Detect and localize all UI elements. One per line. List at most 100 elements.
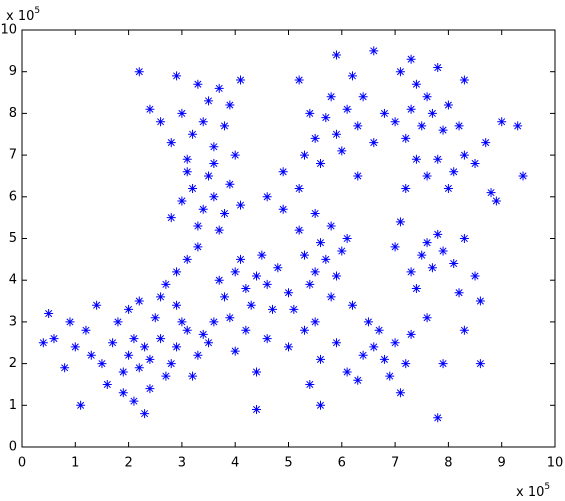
y-tick-label: 2: [9, 356, 17, 371]
point: [204, 338, 214, 348]
point: [331, 271, 341, 281]
point: [214, 225, 224, 235]
point: [97, 359, 107, 369]
point: [443, 100, 453, 110]
point: [321, 254, 331, 264]
point: [454, 288, 464, 298]
point: [433, 154, 443, 164]
x-tick-label: 5: [284, 456, 292, 471]
point: [129, 396, 139, 406]
point: [182, 154, 192, 164]
point: [193, 242, 203, 252]
point: [86, 350, 96, 360]
point: [145, 104, 155, 114]
point: [411, 79, 421, 89]
point: [406, 104, 416, 114]
point: [230, 267, 240, 277]
point: [209, 192, 219, 202]
point: [459, 325, 469, 335]
point: [209, 158, 219, 168]
point: [433, 229, 443, 239]
x-tick-label: 8: [444, 456, 452, 471]
point: [236, 200, 246, 210]
point: [220, 292, 230, 302]
point: [262, 279, 272, 289]
point: [347, 71, 357, 81]
point: [347, 300, 357, 310]
point: [156, 334, 166, 344]
point: [225, 179, 235, 189]
point: [326, 92, 336, 102]
point: [252, 367, 262, 377]
point: [401, 359, 411, 369]
point: [427, 263, 437, 273]
point: [257, 250, 267, 260]
point: [81, 325, 91, 335]
point: [193, 79, 203, 89]
point: [406, 54, 416, 64]
point: [342, 367, 352, 377]
point: [268, 304, 278, 314]
point: [70, 342, 80, 352]
point: [374, 325, 384, 335]
point: [294, 183, 304, 193]
point: [470, 158, 480, 168]
point: [193, 221, 203, 231]
point: [166, 359, 176, 369]
point: [294, 75, 304, 85]
x-tick-label: 2: [124, 456, 132, 471]
point: [172, 300, 182, 310]
point: [198, 329, 208, 339]
point: [443, 183, 453, 193]
y-tick-label: 10: [0, 23, 17, 38]
point: [299, 150, 309, 160]
x-multiplier: x 105: [516, 482, 550, 500]
x-multiplier-exponent: 5: [544, 482, 550, 492]
point: [475, 359, 485, 369]
y-tick-label: 8: [9, 106, 17, 121]
x-tick-label: 4: [231, 456, 239, 471]
point: [225, 100, 235, 110]
point: [118, 388, 128, 398]
point: [395, 217, 405, 227]
point: [315, 400, 325, 410]
point: [177, 108, 187, 118]
point: [278, 204, 288, 214]
y-tick-label: 5: [9, 231, 17, 246]
point: [198, 117, 208, 127]
point: [315, 354, 325, 364]
point: [513, 121, 523, 131]
point: [49, 334, 59, 344]
point: [315, 158, 325, 168]
point: [204, 171, 214, 181]
point: [369, 138, 379, 148]
point: [220, 208, 230, 218]
point: [236, 75, 246, 85]
point: [326, 221, 336, 231]
y-tick-label: 6: [9, 189, 17, 204]
point: [305, 108, 315, 118]
point: [108, 338, 118, 348]
x-tick-label: 9: [498, 456, 506, 471]
point: [172, 267, 182, 277]
point: [411, 284, 421, 294]
point: [188, 129, 198, 139]
point: [177, 317, 187, 327]
point: [422, 92, 432, 102]
point: [230, 346, 240, 356]
point: [182, 254, 192, 264]
point: [491, 196, 501, 206]
point: [220, 121, 230, 131]
point: [449, 259, 459, 269]
point: [417, 250, 427, 260]
point: [401, 183, 411, 193]
point: [331, 129, 341, 139]
point: [342, 104, 352, 114]
point: [252, 404, 262, 414]
point: [406, 329, 416, 339]
point: [475, 296, 485, 306]
point: [284, 288, 293, 298]
x-tick-label: 6: [338, 456, 346, 471]
x-tick-label: 10: [547, 456, 564, 471]
point: [422, 171, 432, 181]
